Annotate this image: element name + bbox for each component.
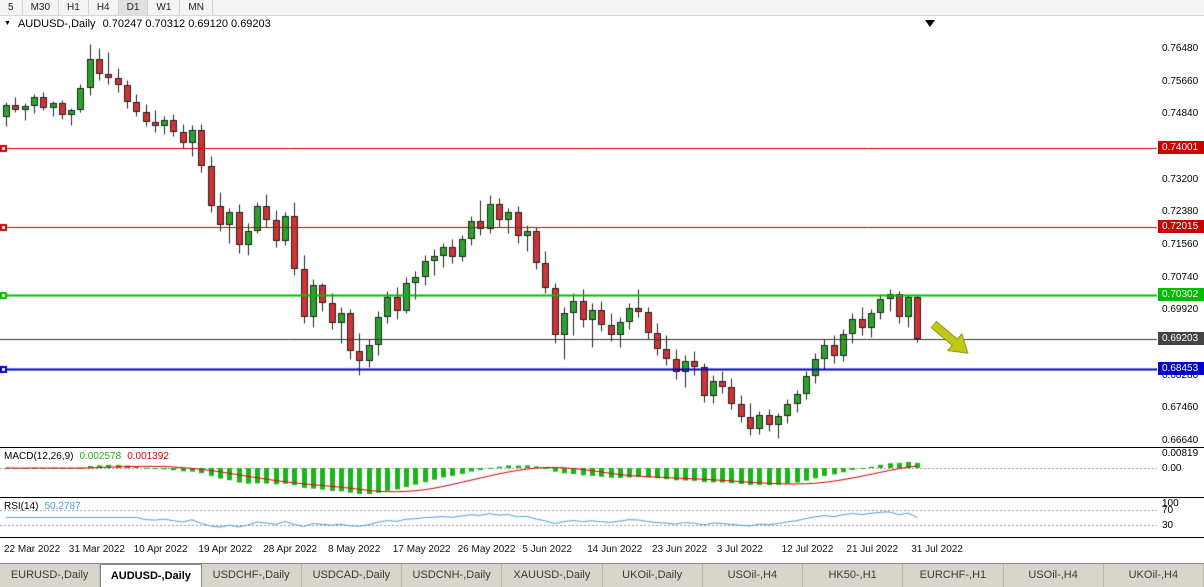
down-arrow-annotation[interactable] [925, 314, 977, 363]
macd-value-signal: 0.001392 [127, 451, 169, 462]
timeframe-button-mn[interactable]: MN [180, 0, 213, 15]
date-axis-label: 5 Jun 2022 [522, 544, 572, 555]
timeframe-button-h4[interactable]: H4 [89, 0, 119, 15]
date-axis-label: 17 May 2022 [392, 544, 451, 555]
macd-label: MACD(12,26,9) 0.002578 0.001392 [4, 451, 169, 462]
macd-axis-label: 0.00 [1162, 463, 1182, 474]
chart-tab-usoil-h4[interactable]: USOil-,H4 [703, 564, 803, 587]
date-axis-label: 8 May 2022 [328, 544, 381, 555]
timeframe-button-w1[interactable]: W1 [148, 0, 181, 15]
price-axis-label: 0.75660 [1162, 75, 1199, 87]
title-marker-icon: ▼ [4, 20, 11, 27]
chart-tab-eurusd-daily[interactable]: EURUSD-,Daily [0, 564, 101, 587]
price-level-badge: 0.68453 [1158, 362, 1204, 375]
timeframe-button-h1[interactable]: H1 [59, 0, 89, 15]
chart-ohlc-values: 0.70247 0.70312 0.69120 0.69203 [102, 18, 271, 30]
chart-tab-usdcad-daily[interactable]: USDCAD-,Daily [302, 564, 402, 587]
chart-tab-usdcnh-daily[interactable]: USDCNH-,Daily [402, 564, 503, 587]
date-axis-label: 21 Jul 2022 [846, 544, 899, 555]
chart-tab-hk50-h1[interactable]: HK50-,H1 [803, 564, 904, 587]
rsi-name: RSI(14) [4, 501, 39, 512]
date-axis-label: 10 Apr 2022 [133, 544, 188, 555]
chart-tab-xauusd-daily[interactable]: XAUUSD-,Daily [502, 564, 603, 587]
rsi-axis-label: 30 [1162, 520, 1174, 531]
chart-tab-audusd-daily[interactable]: AUDUSD-,Daily [100, 564, 202, 587]
price-axis-label: 0.69920 [1162, 304, 1199, 316]
date-axis-label: 22 Mar 2022 [4, 544, 61, 555]
rsi-value: 50.2787 [44, 501, 81, 512]
price-axis-label: 0.68280 [1162, 369, 1199, 381]
price-axis-label: 0.72380 [1162, 206, 1199, 218]
price-axis-label: 0.76480 [1162, 43, 1199, 54]
timeframe-button-d1[interactable]: D1 [118, 0, 149, 15]
price-chart-canvas[interactable] [0, 16, 1157, 447]
date-axis-label: 23 Jun 2022 [652, 544, 708, 555]
macd-indicator-canvas[interactable] [0, 448, 1157, 497]
date-axis-label: 26 May 2022 [457, 544, 516, 555]
price-level-badge: 0.74001 [1158, 141, 1204, 154]
rsi-label: RSI(14) 50.2787 [4, 501, 81, 512]
date-axis-label: 31 Mar 2022 [68, 544, 125, 555]
price-level-badge: 0.70302 [1158, 288, 1204, 301]
price-level-badge: 0.69203 [1158, 332, 1204, 345]
macd-value-main: 0.002578 [79, 451, 122, 462]
timeframe-button-m30[interactable]: M30 [23, 0, 60, 15]
chart-tab-eurchf-h1[interactable]: EURCHF-,H1 [903, 564, 1004, 587]
chart-tab-usdchf-daily[interactable]: USDCHF-,Daily [202, 564, 302, 587]
price-axis-label: 0.73200 [1162, 173, 1199, 185]
macd-panel: MACD(12,26,9) 0.002578 0.001392 0.00819 0… [0, 447, 1204, 497]
date-axis-label: 14 Jun 2022 [587, 544, 643, 555]
chart-tab-ukoil-h4[interactable]: UKOil-,H4 [1104, 564, 1204, 587]
main-chart-panel: ▼ AUDUSD-,Daily 0.70247 0.70312 0.69120 … [0, 16, 1204, 447]
date-axis-label: 28 Apr 2022 [263, 544, 318, 555]
date-axis-label: 19 Apr 2022 [198, 544, 253, 555]
macd-name: MACD(12,26,9) [4, 451, 74, 462]
timeframe-button-5[interactable]: 5 [0, 0, 23, 15]
time-axis[interactable]: 22 Mar 2022 31 Mar 2022 10 Apr 2022 19 Apr … [0, 537, 1204, 563]
price-level-badge: 0.72015 [1158, 220, 1204, 233]
timeframe-toolbar: 5 M30 H1 H4 D1 W1 MN [0, 0, 1204, 16]
date-axis-label: 12 Jul 2022 [781, 544, 834, 555]
rsi-axis-label: 70 [1162, 505, 1174, 516]
date-axis-label: 31 Jul 2022 [911, 544, 963, 555]
rsi-indicator-canvas[interactable] [0, 498, 1157, 537]
price-axis-label: 0.71560 [1162, 239, 1199, 250]
price-axis-label: 0.67460 [1162, 402, 1199, 414]
chart-tab-ukoil-daily[interactable]: UKOil-,Daily [603, 564, 703, 587]
date-axis-label: 3 Jul 2022 [716, 544, 763, 555]
price-axis-label: 0.66640 [1162, 435, 1199, 446]
chart-title: ▼ AUDUSD-,Daily 0.70247 0.70312 0.69120 … [4, 18, 271, 30]
price-axis-label: 0.74840 [1162, 108, 1199, 120]
chart-shift-marker-icon [925, 20, 935, 27]
macd-axis-label: 0.00819 [1162, 448, 1199, 459]
chart-tab-usoil-h4[interactable]: USOil-,H4 [1004, 564, 1104, 587]
rsi-axis-label: 100 [1162, 498, 1179, 509]
rsi-panel: RSI(14) 50.2787 100 70 30 [0, 497, 1204, 537]
chart-symbol-period: AUDUSD-,Daily [17, 18, 96, 30]
price-axis-label: 0.70740 [1162, 271, 1199, 283]
chart-tab-bar: EURUSD-,Daily AUDUSD-,Daily USDCHF-,Daily U… [0, 563, 1204, 587]
